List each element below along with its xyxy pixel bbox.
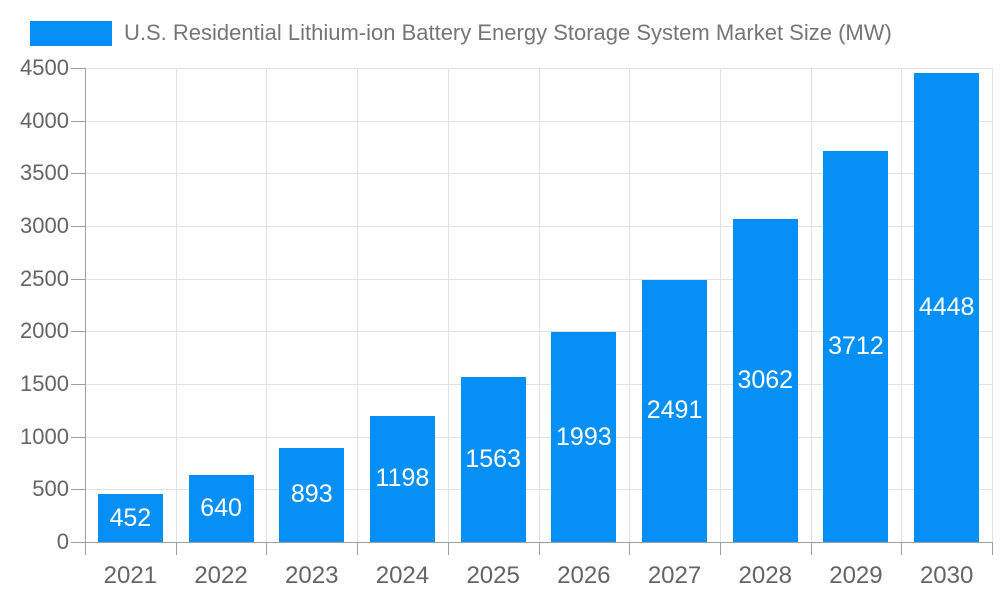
x-tick-label: 2024 [375,562,430,589]
y-tick-label: 4000 [20,107,69,133]
y-tick-label: 2500 [20,265,69,291]
x-tick [357,542,359,555]
y-tick-label: 1500 [20,371,69,396]
x-tick [992,542,993,555]
bar-value-label: 1993 [556,422,612,451]
bar-2026: 1993 [551,332,617,542]
bar-2022: 640 [188,474,254,542]
gridline-v [357,68,359,542]
y-tick [71,384,85,385]
bar-value-label: 3062 [737,366,794,395]
y-tick-label: 500 [32,476,69,502]
bar-2027: 2491 [642,279,708,542]
x-tick [538,542,540,555]
bar-2029: 3712 [823,151,889,542]
y-tick [71,436,85,438]
x-tick-label: 2029 [829,562,883,589]
x-tick [719,542,721,555]
x-tick [175,542,177,555]
gridline-v [810,68,812,542]
bar-2028: 3062 [732,219,798,542]
x-tick-label: 2022 [194,562,248,589]
x-tick [901,542,903,555]
x-tick-label: 2023 [285,562,339,589]
gridline-v [175,68,177,542]
x-tick [629,542,631,555]
x-tick-label: 2027 [647,562,702,589]
x-tick [810,542,812,555]
y-tick-label: 2000 [20,318,69,344]
y-tick [71,278,85,280]
y-tick-label: 3000 [20,213,69,238]
bar-2025: 1563 [460,377,526,542]
gridline-v [901,68,903,542]
x-tick [447,542,449,555]
x-tick-label: 2025 [466,562,520,589]
y-tick [71,226,85,227]
y-tick-label: 4500 [20,55,69,80]
x-tick-label: 2028 [738,562,792,589]
y-tick-label: 0 [56,529,69,554]
y-tick-label: 3500 [20,160,69,186]
y-axis-line [85,68,86,555]
chart-title: U.S. Residential Lithium-ion Battery Ene… [124,20,892,45]
bar-2024: 1198 [369,415,435,542]
x-tick [266,542,268,555]
y-tick [71,489,85,491]
bar-2021: 452 [97,494,163,542]
bar-value-label: 2491 [646,396,703,425]
gridline-v [538,68,540,542]
bar-2030: 4448 [914,73,980,542]
x-axis-line [71,542,992,543]
gridline-v [266,68,268,542]
gridline-v [992,68,993,542]
bar-value-label: 1563 [465,445,521,474]
bar-value-label: 3712 [828,331,884,360]
y-tick [71,173,85,175]
y-tick [71,331,85,333]
x-tick-label: 2030 [919,562,974,589]
bar-2023: 893 [279,447,345,542]
gridline-v [447,68,449,542]
y-tick [71,120,85,122]
x-tick-label: 2021 [103,562,158,589]
bar-value-label: 4448 [918,293,975,322]
legend-swatch [30,20,112,46]
y-tick [71,68,85,69]
legend: U.S. Residential Lithium-ion Battery Ene… [30,20,892,46]
bar-value-label: 1198 [375,464,430,493]
x-tick-label: 2026 [557,562,611,589]
x-tick [85,542,86,555]
gridline-v [719,68,721,542]
bar-value-label: 452 [109,503,152,532]
y-tick-label: 1000 [20,423,69,449]
bar-value-label: 893 [290,480,333,509]
gridline-v [629,68,631,542]
bar-value-label: 640 [200,493,242,522]
